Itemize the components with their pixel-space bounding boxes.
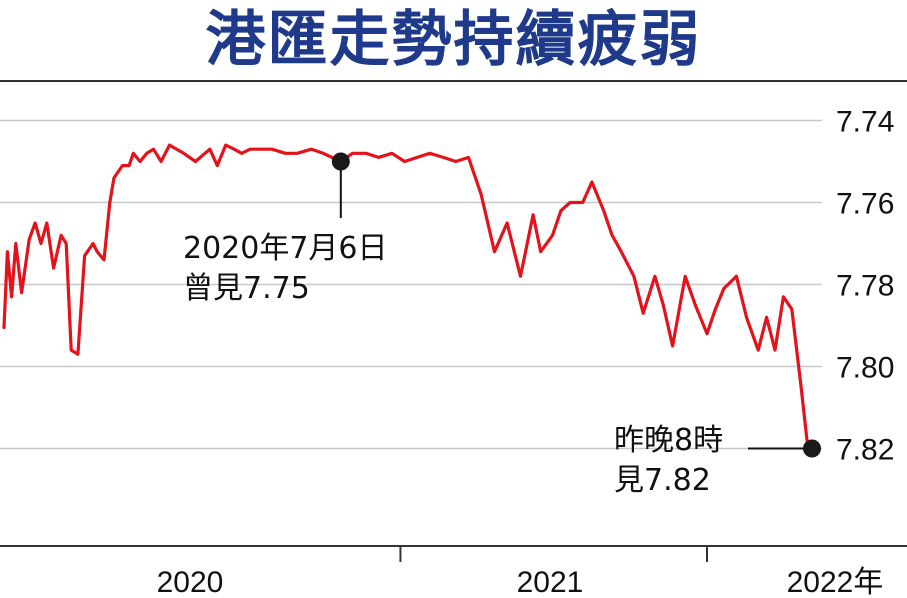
- chart-title: 港匯走勢持續疲弱: [205, 5, 702, 75]
- title-divider: [0, 80, 907, 82]
- y-tick-label: 7.82: [836, 434, 894, 467]
- y-tick-label: 7.78: [836, 270, 894, 303]
- y-tick-label: 7.80: [836, 352, 894, 385]
- series-layer: [2, 143, 814, 457]
- x-tick-label: 2021: [517, 566, 584, 598]
- annotation-text: 昨晚8時: [614, 423, 723, 458]
- y-axis: 7.74 7.76 7.78 7.80 7.82: [836, 106, 894, 467]
- y-tick-label: 7.76: [836, 188, 894, 221]
- annotation-marker: [331, 152, 350, 171]
- annotation-marker: [803, 439, 821, 458]
- annotation-text: 見7.82: [614, 463, 711, 498]
- annotation-text: 曾見7.75: [183, 271, 310, 306]
- annotation-text: 2020年7月6日: [183, 231, 388, 266]
- x-axis: 2020 2021 2022年: [0, 545, 907, 598]
- x-tick-label: 2020: [157, 566, 224, 598]
- x-tick-label: 2022年: [787, 566, 884, 598]
- gridlines: [0, 119, 822, 450]
- y-tick-label: 7.74: [836, 106, 894, 139]
- series-line: [2, 143, 814, 457]
